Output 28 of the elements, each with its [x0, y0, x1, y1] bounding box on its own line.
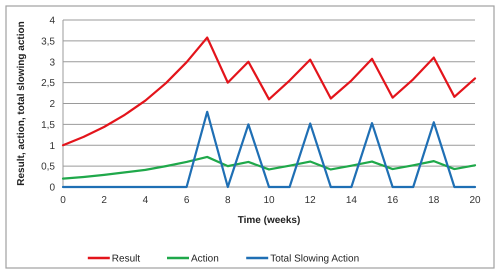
- x-tick-label: 4: [142, 195, 149, 206]
- x-tick-label: 0: [60, 195, 66, 206]
- legend-label: Action: [191, 254, 219, 264]
- y-tick-label: 3,5: [41, 36, 56, 48]
- x-tick-label: 2: [101, 195, 108, 206]
- y-tick-label: 4: [49, 16, 56, 26]
- x-tick-label: 14: [346, 195, 358, 206]
- x-tick-label: 6: [184, 195, 190, 206]
- y-tick-label: 0,5: [41, 162, 56, 173]
- legend-label: Result: [112, 254, 140, 264]
- line-series: [62, 156, 476, 180]
- y-tick-label: 1: [49, 140, 56, 152]
- x-axis-title: Time (weeks): [238, 215, 300, 226]
- legend-label: Total Slowing Action: [270, 254, 360, 264]
- y-tick-label: 1,5: [41, 120, 56, 131]
- y-tick-label: 2: [49, 99, 56, 110]
- x-tick-label: 20: [469, 195, 481, 206]
- x-tick-label: 12: [304, 195, 316, 206]
- y-axis-title: Result, action, total slowing action: [16, 21, 27, 186]
- y-tick-label: 3: [49, 57, 56, 68]
- x-tick-label: 16: [387, 195, 399, 206]
- x-tick-label: 8: [225, 195, 232, 206]
- line-series: [62, 36, 476, 146]
- y-tick-label: 2,5: [41, 78, 56, 90]
- x-tick-label: 18: [428, 195, 440, 206]
- y-tick-label: 0: [49, 182, 56, 194]
- x-tick-label: 10: [263, 195, 275, 206]
- line-series: [62, 110, 476, 188]
